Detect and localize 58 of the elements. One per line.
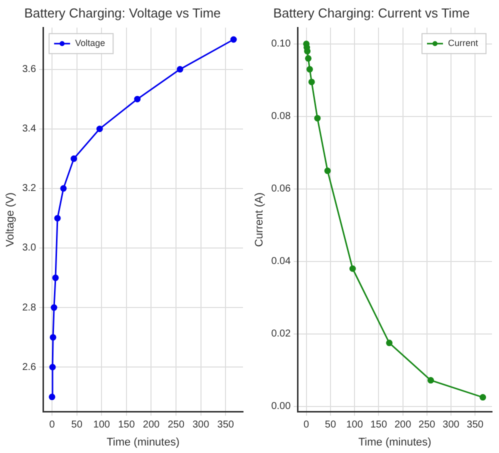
y-tick-label: 0.04	[271, 256, 292, 268]
point	[96, 126, 103, 132]
x-tick-label: 300	[442, 420, 460, 431]
point	[48, 394, 56, 400]
point	[305, 55, 312, 62]
point	[304, 48, 311, 54]
x-tick-label: 50	[71, 420, 83, 431]
point	[50, 334, 56, 341]
point	[428, 377, 434, 384]
point	[60, 185, 67, 192]
legend-label: Current	[448, 38, 478, 48]
y-tick-label: 3.4	[22, 124, 37, 135]
y-tick-label: 3.6	[22, 64, 37, 76]
x-tick-label: 100	[346, 420, 364, 431]
point	[49, 364, 56, 370]
y-tick-label: 0.06	[271, 184, 292, 195]
y-axis-title: Current (A)	[254, 192, 266, 247]
x-tick-label: 150	[118, 420, 136, 431]
x-axis-title: Time (minutes)	[358, 436, 432, 448]
point	[324, 168, 331, 174]
point	[176, 66, 184, 73]
point	[134, 96, 141, 102]
x-tick-label: 150	[370, 420, 388, 431]
y-tick-label: 2.8	[22, 302, 37, 314]
x-tick-label: 250	[418, 420, 436, 431]
point	[70, 155, 78, 162]
y-tick-label: 3.2	[22, 183, 37, 194]
x-tick-label: 300	[192, 420, 210, 431]
x-tick-label: 200	[142, 420, 160, 431]
y-tick-label: 0.00	[271, 401, 292, 412]
y-tick-label: 0.08	[271, 111, 292, 122]
x-tick-label: 350	[466, 420, 484, 431]
x-tick-label: 0	[304, 420, 310, 431]
point	[52, 274, 59, 282]
y-tick-label: 2.6	[22, 362, 37, 373]
chart-title: Battery Charging: Voltage vs Time	[24, 5, 221, 20]
x-axis-title: Time (minutes)	[106, 436, 180, 448]
legend-label: Voltage	[75, 38, 106, 48]
y-tick-label: 3.0	[22, 242, 37, 254]
y-tick-label: 0.02	[271, 328, 292, 340]
point	[308, 78, 315, 86]
point	[230, 36, 237, 43]
x-tick-label: 350	[217, 420, 234, 431]
point	[314, 114, 321, 122]
chart-title: Battery Charging: Current vs Time	[273, 5, 470, 20]
y-axis-title: Voltage (V)	[4, 192, 17, 247]
point	[50, 304, 58, 311]
x-tick-label: 200	[394, 420, 412, 431]
point	[306, 66, 313, 73]
point	[480, 394, 486, 401]
y-tick-label: 0.10	[271, 38, 292, 50]
x-tick-label: 100	[93, 420, 110, 431]
x-tick-label: 0	[49, 420, 56, 431]
x-tick-label: 50	[324, 420, 336, 431]
x-tick-label: 250	[168, 420, 185, 431]
point	[386, 340, 393, 346]
point	[54, 214, 61, 222]
point	[349, 265, 356, 272]
